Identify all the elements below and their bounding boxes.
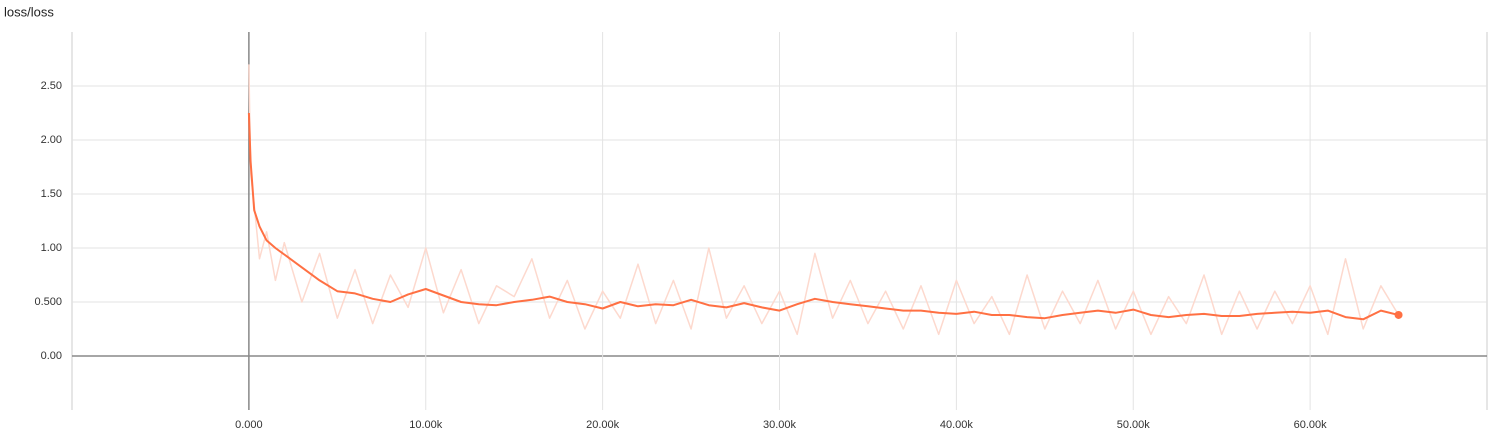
x-tick-label: 50.00k xyxy=(1117,419,1151,431)
x-tick-label: 10.00k xyxy=(409,419,443,431)
x-tick-label: 40.00k xyxy=(940,419,974,431)
x-tick-label: 60.00k xyxy=(1294,419,1328,431)
chart-title: loss/loss xyxy=(4,4,54,19)
y-tick-label: 0.00 xyxy=(41,350,62,362)
x-tick-label: 30.00k xyxy=(763,419,797,431)
series-line xyxy=(248,64,1400,336)
y-tick-label: 1.00 xyxy=(41,242,62,254)
series-line xyxy=(247,112,1399,321)
y-tick-label: 2.00 xyxy=(41,134,62,146)
y-tick-label: 0.500 xyxy=(34,296,62,308)
x-tick-label: 20.00k xyxy=(586,419,620,431)
y-tick-label: 2.50 xyxy=(41,80,62,92)
end-point xyxy=(1394,310,1403,319)
x-tick-label: 0.000 xyxy=(235,419,263,431)
y-tick-label: 1.50 xyxy=(41,188,62,200)
